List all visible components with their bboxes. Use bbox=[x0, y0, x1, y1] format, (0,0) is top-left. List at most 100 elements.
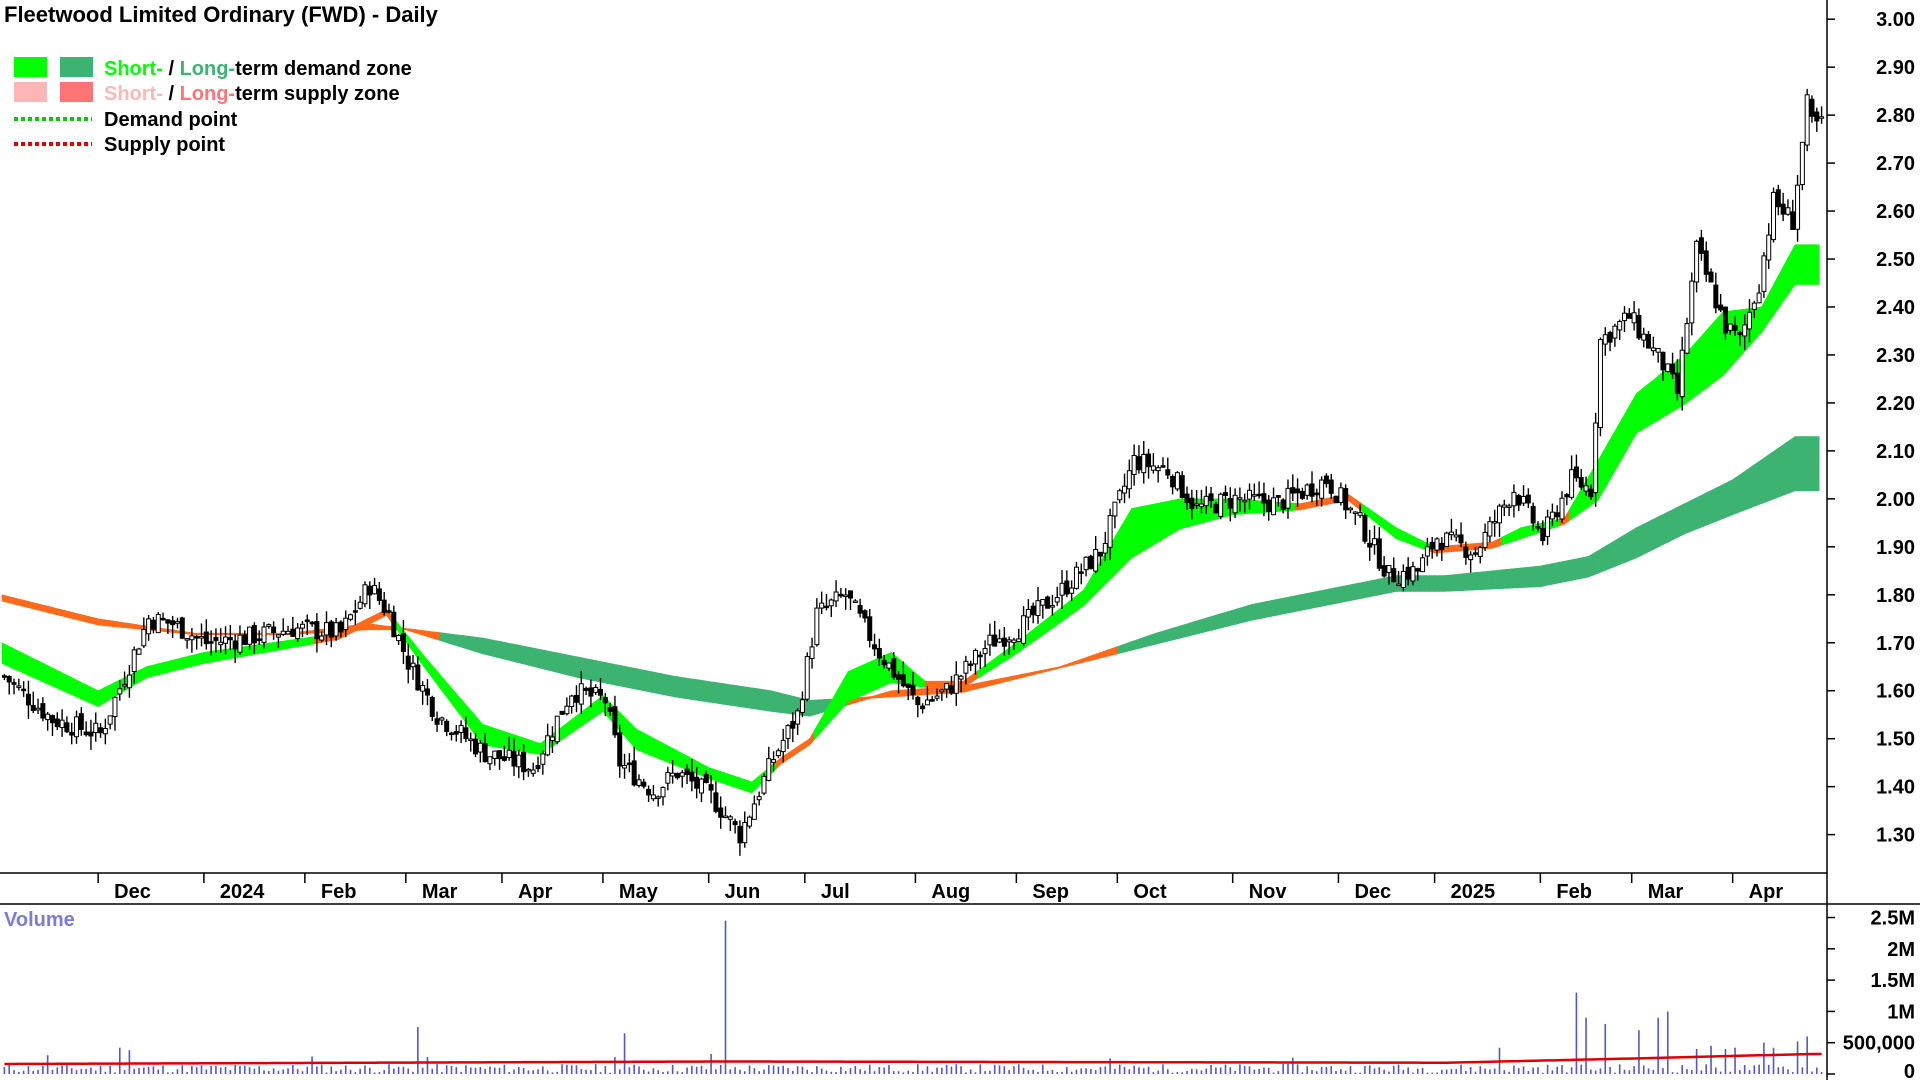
long-zone-segment bbox=[1727, 479, 1733, 518]
short-zone-segment bbox=[16, 649, 22, 673]
long-zone-segment bbox=[525, 646, 532, 667]
long-zone-segment bbox=[1621, 532, 1628, 565]
long-zone-segment bbox=[1035, 670, 1041, 675]
long-zone-segment bbox=[1713, 486, 1719, 523]
short-zone-segment bbox=[804, 738, 810, 749]
candle-body bbox=[492, 750, 498, 759]
long-zone-segment bbox=[1318, 589, 1325, 608]
candle-body bbox=[626, 762, 632, 766]
candle-body bbox=[223, 636, 229, 644]
long-zone-segment bbox=[607, 662, 613, 685]
candle-body bbox=[1333, 495, 1339, 504]
candle-body bbox=[1670, 363, 1676, 375]
short-zone-segment bbox=[169, 659, 176, 673]
long-zone-segment bbox=[1592, 550, 1599, 576]
long-zone-segment bbox=[862, 696, 868, 702]
short-zone-segment bbox=[1150, 503, 1157, 547]
short-zone-segment bbox=[718, 770, 724, 784]
short-zone-segment bbox=[1304, 501, 1310, 510]
candle-body bbox=[1804, 94, 1810, 146]
candle-body bbox=[170, 620, 176, 626]
short-zone-segment bbox=[1496, 536, 1503, 548]
long-zone-segment bbox=[1766, 452, 1772, 503]
long-zone-segment bbox=[1150, 632, 1157, 646]
candle-body bbox=[1482, 532, 1488, 548]
candle-body bbox=[309, 621, 315, 625]
short-zone-segment bbox=[857, 664, 863, 699]
candle-body bbox=[174, 621, 180, 624]
volume-label: Volume bbox=[4, 909, 75, 931]
short-zone-segment bbox=[915, 672, 921, 688]
short-zone-segment bbox=[1136, 506, 1142, 556]
candle-body bbox=[333, 622, 339, 637]
short-zone-segment bbox=[794, 744, 801, 756]
long-zone-segment bbox=[1006, 675, 1012, 682]
short-zone-segment bbox=[150, 663, 157, 678]
candle-body bbox=[833, 591, 839, 602]
long-zone-segment bbox=[1237, 606, 1243, 625]
long-zone-segment bbox=[1761, 455, 1767, 505]
short-zone-segment bbox=[992, 656, 998, 670]
long-zone-segment bbox=[698, 679, 705, 702]
candle-body bbox=[194, 636, 200, 639]
candle-body bbox=[1617, 321, 1623, 331]
long-zone-segment bbox=[434, 631, 440, 641]
candle-body bbox=[290, 628, 296, 637]
candle-body bbox=[1271, 497, 1277, 516]
candle-body bbox=[314, 621, 320, 640]
candle-body bbox=[1795, 184, 1801, 230]
long-zone-segment bbox=[443, 632, 450, 644]
candle-body bbox=[1025, 609, 1031, 618]
long-zone-segment bbox=[804, 698, 810, 717]
candle-body bbox=[785, 725, 791, 740]
candle-body bbox=[607, 707, 613, 712]
candle-body bbox=[242, 634, 248, 645]
long-zone-segment bbox=[1357, 581, 1363, 600]
long-zone-segment bbox=[1266, 600, 1272, 618]
candle-body bbox=[448, 732, 454, 736]
short-zone-segment bbox=[443, 678, 450, 702]
short-zone-segment bbox=[568, 717, 575, 736]
short-zone-segment bbox=[1602, 442, 1608, 494]
long-zone-segment bbox=[1794, 436, 1801, 492]
long-zone-segment bbox=[1352, 582, 1358, 601]
legend-swatch-short-supply bbox=[14, 82, 47, 102]
short-zone-segment bbox=[1381, 516, 1387, 532]
long-zone-segment bbox=[1174, 625, 1181, 640]
long-zone-segment bbox=[1506, 568, 1512, 589]
candle-body bbox=[756, 796, 762, 801]
candle-body bbox=[1213, 503, 1219, 514]
candle-body bbox=[487, 756, 493, 765]
long-zone-segment bbox=[1203, 616, 1209, 633]
long-zone-segment bbox=[78, 613, 85, 622]
long-zone-segment bbox=[1439, 575, 1445, 592]
long-zone-segment bbox=[1092, 652, 1099, 661]
candle-body bbox=[857, 605, 863, 614]
candle-body bbox=[184, 638, 190, 641]
long-zone-segment bbox=[1804, 436, 1810, 492]
long-zone-segment bbox=[1568, 558, 1575, 582]
long-zone-segment bbox=[915, 688, 921, 696]
long-zone-segment bbox=[1275, 598, 1282, 616]
candle-body bbox=[1766, 234, 1772, 261]
long-zone-segment bbox=[679, 676, 685, 699]
candle-body bbox=[208, 641, 214, 644]
long-zone-segment bbox=[1665, 510, 1671, 545]
candle-body bbox=[886, 662, 892, 669]
price-tick-label: 1.70 bbox=[1876, 633, 1915, 655]
short-zone-segment bbox=[410, 638, 416, 656]
price-axis: 1.30 1.40 1.50 1.60 1.70 1.80 1.90 2.00 2.10 2.20… bbox=[1827, 9, 1915, 847]
candle-body bbox=[473, 738, 479, 755]
candle-body bbox=[227, 637, 233, 641]
candle-body bbox=[958, 675, 964, 680]
long-zone-segment bbox=[1025, 672, 1032, 678]
short-zone-segment bbox=[165, 660, 171, 674]
chart-title: Fleetwood Limited Ordinary (FWD) - Daily bbox=[4, 2, 439, 27]
long-zone-segment bbox=[593, 659, 599, 683]
short-zone-segment bbox=[1083, 580, 1089, 607]
long-zone-segment bbox=[1222, 611, 1229, 628]
long-zone-segment bbox=[136, 624, 142, 630]
long-zone-segment bbox=[1040, 669, 1046, 674]
short-zone-segment bbox=[1395, 527, 1402, 541]
